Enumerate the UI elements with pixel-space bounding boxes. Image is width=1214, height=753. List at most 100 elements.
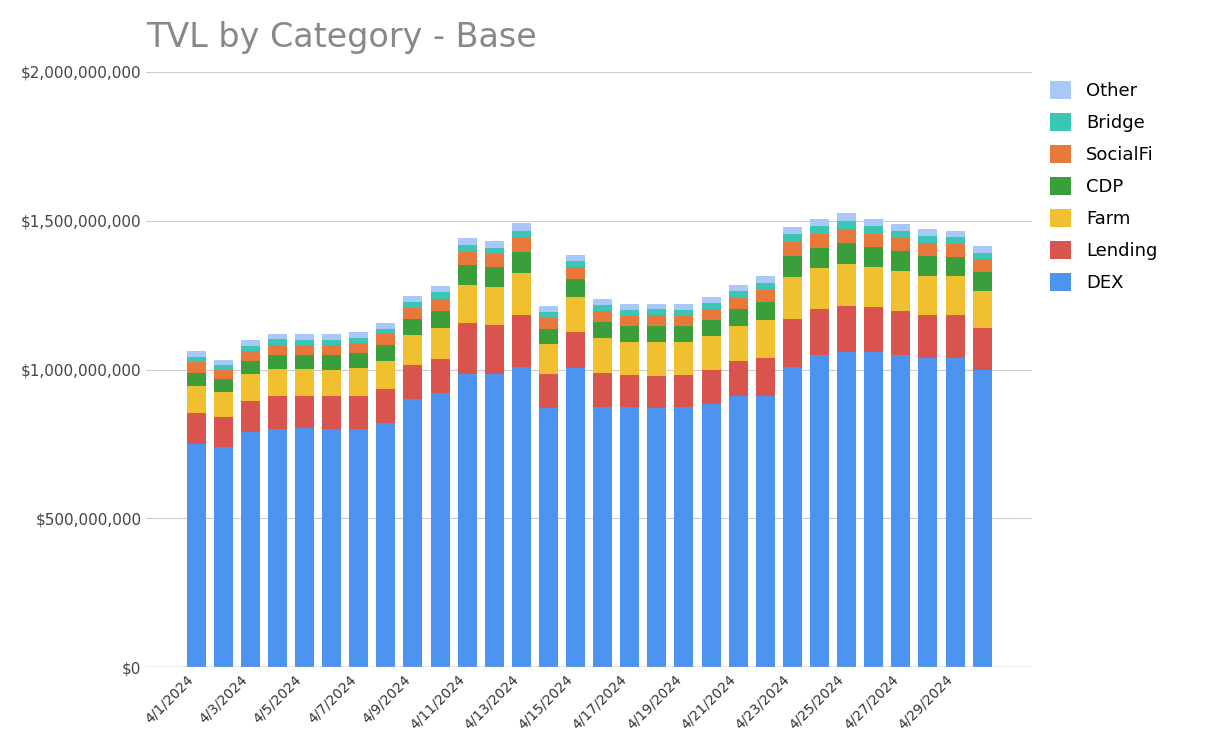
Bar: [240, 346, 260, 351]
Bar: [403, 308, 422, 319]
Bar: [268, 355, 287, 369]
Bar: [783, 319, 802, 367]
Bar: [864, 352, 884, 667]
Bar: [322, 340, 341, 345]
Bar: [484, 287, 504, 325]
Bar: [675, 327, 693, 342]
Bar: [838, 264, 856, 306]
Bar: [431, 393, 449, 667]
Bar: [756, 321, 775, 358]
Bar: [728, 285, 748, 291]
Bar: [350, 338, 368, 343]
Bar: [946, 230, 965, 237]
Bar: [403, 302, 422, 308]
Bar: [891, 238, 910, 252]
Bar: [458, 252, 477, 265]
Bar: [322, 345, 341, 355]
Bar: [728, 396, 748, 667]
Bar: [240, 351, 260, 361]
Bar: [295, 334, 314, 340]
Bar: [431, 299, 449, 311]
Bar: [675, 304, 693, 310]
Bar: [675, 316, 693, 327]
Bar: [702, 404, 721, 667]
Bar: [458, 374, 477, 667]
Bar: [919, 315, 937, 358]
Bar: [376, 423, 396, 667]
Bar: [566, 332, 585, 368]
Bar: [891, 231, 910, 238]
Bar: [214, 392, 233, 417]
Bar: [675, 310, 693, 316]
Bar: [647, 309, 666, 316]
Bar: [702, 337, 721, 370]
Bar: [864, 233, 884, 247]
Bar: [295, 369, 314, 395]
Bar: [322, 429, 341, 667]
Bar: [702, 320, 721, 337]
Bar: [783, 256, 802, 277]
Bar: [972, 246, 992, 253]
Bar: [647, 327, 666, 342]
Bar: [810, 309, 829, 355]
Bar: [484, 267, 504, 287]
Bar: [702, 303, 721, 309]
Bar: [946, 244, 965, 257]
Bar: [675, 375, 693, 407]
Bar: [756, 289, 775, 302]
Bar: [187, 413, 205, 444]
Bar: [322, 396, 341, 429]
Bar: [728, 297, 748, 309]
Bar: [268, 345, 287, 355]
Bar: [268, 396, 287, 429]
Bar: [891, 252, 910, 271]
Bar: [376, 345, 396, 361]
Bar: [214, 380, 233, 392]
Bar: [350, 343, 368, 353]
Bar: [620, 304, 640, 310]
Bar: [214, 365, 233, 370]
Bar: [756, 283, 775, 289]
Bar: [539, 374, 558, 408]
Bar: [322, 370, 341, 396]
Bar: [458, 238, 477, 245]
Bar: [268, 429, 287, 667]
Bar: [810, 355, 829, 667]
Bar: [810, 248, 829, 268]
Bar: [702, 370, 721, 404]
Bar: [539, 329, 558, 344]
Bar: [376, 389, 396, 423]
Bar: [539, 318, 558, 329]
Bar: [919, 229, 937, 236]
Bar: [431, 292, 449, 299]
Bar: [566, 255, 585, 261]
Bar: [647, 303, 666, 309]
Bar: [919, 236, 937, 243]
Bar: [403, 399, 422, 667]
Bar: [376, 334, 396, 345]
Bar: [240, 340, 260, 346]
Bar: [838, 213, 856, 221]
Bar: [458, 324, 477, 374]
Bar: [594, 322, 612, 338]
Bar: [350, 353, 368, 368]
Bar: [350, 368, 368, 396]
Bar: [972, 260, 992, 272]
Bar: [946, 276, 965, 315]
Bar: [756, 302, 775, 321]
Bar: [647, 408, 666, 667]
Bar: [702, 297, 721, 303]
Bar: [268, 340, 287, 345]
Bar: [864, 247, 884, 267]
Bar: [484, 255, 504, 267]
Bar: [187, 352, 205, 357]
Bar: [295, 340, 314, 345]
Bar: [484, 241, 504, 248]
Bar: [864, 267, 884, 307]
Bar: [431, 286, 449, 292]
Bar: [484, 325, 504, 374]
Bar: [756, 276, 775, 283]
Bar: [214, 361, 233, 365]
Bar: [620, 310, 640, 316]
Bar: [484, 374, 504, 667]
